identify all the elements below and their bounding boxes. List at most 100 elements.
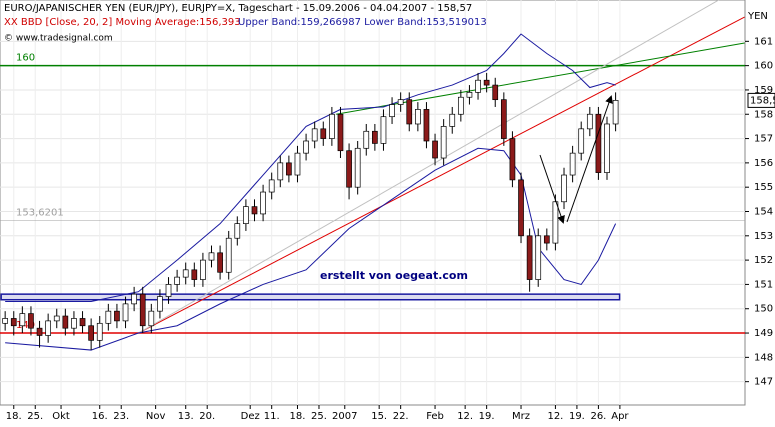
arrow bbox=[566, 95, 613, 223]
indicator-label: XX BBD [Close, 20, 2] Moving Average:156… bbox=[4, 17, 241, 28]
x-tick-label: 19. bbox=[569, 411, 585, 422]
x-tick-label: Dez bbox=[241, 411, 260, 422]
y-tick-label: 154 bbox=[754, 206, 773, 217]
x-tick-label: Feb bbox=[426, 411, 444, 422]
x-tick-label: 22. bbox=[393, 411, 409, 422]
candle-body bbox=[475, 79, 481, 93]
candle-body bbox=[88, 325, 94, 341]
trendline bbox=[336, 42, 745, 115]
candle-body bbox=[71, 318, 77, 329]
candle-body bbox=[397, 99, 404, 105]
candle-body bbox=[440, 126, 447, 159]
candle-body bbox=[337, 113, 344, 152]
candle-body bbox=[432, 140, 438, 159]
x-tick-label: 12. bbox=[457, 411, 473, 422]
candle-body bbox=[10, 318, 17, 327]
y-tick-label: 147 bbox=[754, 377, 773, 388]
candle-body bbox=[79, 318, 86, 327]
x-tick-label: 2007 bbox=[332, 411, 357, 422]
candle-body bbox=[372, 130, 378, 144]
candle-body bbox=[36, 327, 43, 336]
y-tick-label: 149 bbox=[754, 328, 773, 339]
copyright: © www.tradesignal.com bbox=[4, 34, 113, 44]
x-tick-label: 23. bbox=[113, 411, 129, 422]
candle-body bbox=[561, 174, 567, 203]
x-tick-label: 18. bbox=[290, 411, 306, 422]
y-tick-label: 153 bbox=[754, 231, 773, 242]
x-tick-label: Apr bbox=[611, 411, 629, 422]
x-tick-label: Mrz bbox=[512, 411, 530, 422]
candle-body bbox=[157, 296, 163, 312]
candle-body bbox=[191, 269, 198, 280]
y-tick-label: 150 bbox=[754, 304, 773, 315]
x-tick-label: Okt bbox=[52, 411, 70, 422]
plot-area bbox=[0, 0, 746, 406]
y-tick-label: 158 bbox=[754, 109, 773, 120]
x-tick-label: Nov bbox=[146, 411, 166, 422]
chart-title: EURO/JAPANISCHER YEN (EUR/JPY), EURJPY=X… bbox=[4, 3, 472, 14]
candle-body bbox=[406, 99, 413, 125]
y-tick-label: 161 bbox=[754, 36, 773, 47]
candle-body bbox=[415, 109, 421, 125]
x-tick-label: 11. bbox=[264, 411, 280, 422]
candle-body bbox=[251, 206, 258, 215]
y-tick-label: 155 bbox=[754, 182, 773, 193]
candle-body bbox=[139, 293, 146, 327]
candle-body bbox=[268, 179, 275, 193]
candle-body bbox=[363, 130, 370, 149]
candle-body bbox=[200, 259, 206, 280]
candle-body bbox=[208, 252, 215, 261]
candle-body bbox=[2, 318, 9, 324]
candle-body bbox=[586, 113, 593, 130]
y-tick-label: 156 bbox=[754, 158, 773, 169]
candle-body bbox=[45, 320, 51, 336]
candle-body bbox=[234, 223, 241, 239]
candle-body bbox=[552, 201, 559, 244]
candle-body bbox=[62, 315, 69, 329]
last-price-label: 158,57 bbox=[750, 95, 775, 106]
candle-body bbox=[260, 191, 266, 215]
level-label: 149 bbox=[16, 320, 35, 331]
candle-body bbox=[286, 162, 292, 176]
candle-body bbox=[483, 79, 490, 86]
y-tick-label: 157 bbox=[754, 134, 773, 145]
support-zone bbox=[0, 293, 621, 301]
candle-body bbox=[243, 206, 249, 224]
candle-body bbox=[604, 123, 610, 173]
candle-body bbox=[28, 313, 34, 329]
x-tick-label: 25. bbox=[311, 411, 327, 422]
candle-body bbox=[346, 150, 352, 188]
candle-body bbox=[303, 140, 309, 154]
candle-body bbox=[165, 284, 172, 297]
candle-body bbox=[526, 235, 533, 280]
x-tick-label: 18. bbox=[6, 411, 22, 422]
candle-body bbox=[354, 147, 361, 188]
candle-body bbox=[380, 116, 387, 144]
candle-body bbox=[457, 96, 464, 115]
candle-body bbox=[423, 109, 430, 142]
candle-body bbox=[131, 293, 137, 305]
y-tick-label: 148 bbox=[754, 352, 773, 363]
candle-body bbox=[569, 152, 576, 176]
y-tick-label: 159 bbox=[754, 85, 773, 96]
x-tick-label: 19. bbox=[479, 411, 495, 422]
bands-label: Upper Band:159,266987 Lower Band:153,519… bbox=[238, 17, 487, 28]
candle-body bbox=[543, 235, 550, 244]
trendline bbox=[138, 0, 720, 334]
bollinger-band bbox=[5, 33, 616, 302]
candle-body bbox=[449, 113, 456, 127]
candle-body bbox=[578, 128, 585, 154]
candle-body bbox=[535, 235, 542, 280]
annotation: erstellt von oegeat.com bbox=[320, 269, 468, 282]
candle-body bbox=[389, 104, 395, 118]
candle-body bbox=[492, 84, 499, 101]
y-tick-label: 151 bbox=[754, 279, 773, 290]
candle-body bbox=[466, 92, 473, 98]
candle-body bbox=[518, 179, 524, 237]
level-label: 153,6201 bbox=[16, 208, 64, 219]
trendline bbox=[138, 16, 745, 334]
candle-body bbox=[122, 303, 129, 322]
y-tick-label: 160 bbox=[754, 61, 773, 72]
